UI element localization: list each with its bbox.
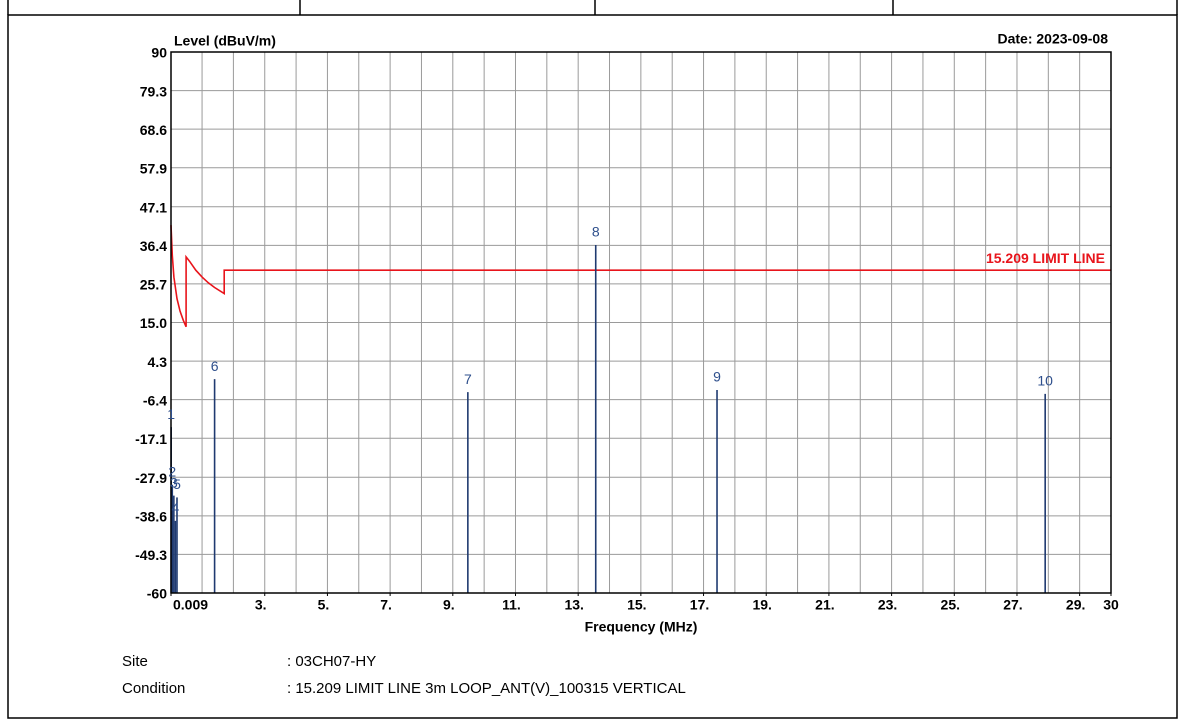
x-tick-label: 21. [815,597,834,613]
frame [7,14,1178,719]
marker-label: 7 [464,371,472,387]
marker-label: 8 [592,224,600,240]
y-tick-label: 90 [151,45,167,61]
marker-label: 2 [168,464,176,480]
info-value: : 03CH07-HY [287,653,376,670]
y-axis-label: Level (dBuV/m) [174,33,276,49]
plot [170,225,1111,593]
marker-label: 6 [211,358,219,374]
grid [171,51,1111,594]
x-tick-label: 9. [443,597,455,613]
x-tick-label: 7. [380,597,392,613]
x-tick-label: 11. [502,597,521,613]
header-cells [7,0,1178,15]
y-tick-label: 4.3 [148,354,168,370]
x-tick-label: 13. [564,597,583,613]
x-tick-label: 27. [1003,597,1022,613]
y-tick-label: -17.1 [135,431,167,447]
y-tick-label: 36.4 [140,238,167,254]
y-tick-label: 15.0 [140,315,167,331]
marker-label: 4 [172,500,180,516]
y-tick-label: -60 [147,586,167,602]
y-tick-label: -38.6 [135,509,167,525]
x-tick-label: 5. [318,597,330,613]
date: Date: 2023-09-08 [997,31,1108,47]
marker-label: 10 [1037,373,1053,389]
x-tick-label: 25. [941,597,960,613]
y-tick-label: 57.9 [140,160,167,176]
x-tick-label: 15. [627,597,646,613]
marker-label: 1 [167,406,175,422]
series-label: 15.209 LIMIT LINE [986,250,1105,266]
marker-label: 5 [173,476,181,492]
y-tick-label: -6.4 [143,392,167,408]
x-tick-label: 17. [690,597,709,613]
x-tick-label: 23. [878,597,897,613]
x-tick-label: 29. [1066,597,1085,613]
y-tick-label: -27.9 [135,470,167,486]
x-tick-label: 19. [752,597,771,613]
y-tick-label: 68.6 [140,122,167,138]
limit-line [170,225,1111,328]
info-value: : 15.209 LIMIT LINE 3m LOOP_ANT(V)_10031… [287,680,686,697]
x-tick-label: 30 [1103,597,1119,613]
y-tick-label: 79.3 [140,83,167,99]
y-tick-label: 25.7 [140,277,167,293]
y-tick-label: -49.3 [135,547,167,563]
info-label: Condition [122,680,185,697]
x-tick-label: 3. [255,597,267,613]
info-label: Site [122,653,148,670]
marker-label: 9 [713,369,721,385]
y-tick-label: 47.1 [140,199,167,215]
marker-label: 3 [170,474,178,490]
x-axis-label: Frequency (MHz) [585,619,698,635]
x-tick-label: 0.009 [173,597,208,613]
